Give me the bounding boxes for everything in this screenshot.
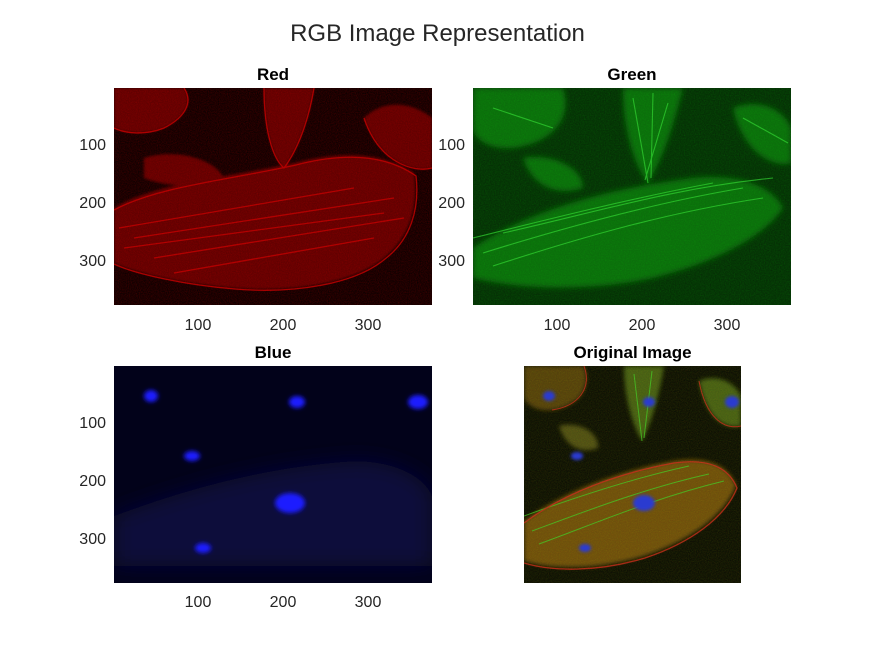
red-channel-image xyxy=(114,88,432,305)
blue-x-tick: 100 xyxy=(184,594,212,611)
original-composite-image xyxy=(524,366,741,583)
blue-x-tick: 200 xyxy=(269,594,297,611)
red-x-tick: 200 xyxy=(269,317,297,334)
blue-y-tick: 300 xyxy=(79,531,106,548)
red-y-tick: 300 xyxy=(79,253,106,270)
blue-x-tick: 300 xyxy=(354,594,382,611)
green-y-tick: 300 xyxy=(438,253,465,270)
red-y-tick: 200 xyxy=(79,195,106,212)
red-x-tick: 100 xyxy=(184,317,212,334)
green-panel-title: Green xyxy=(607,65,657,84)
green-x-tick: 300 xyxy=(713,317,741,334)
figure-title: RGB Image Representation xyxy=(290,20,585,47)
green-y-tick: 100 xyxy=(438,137,465,154)
red-y-tick: 100 xyxy=(79,137,106,154)
blue-panel-title: Blue xyxy=(254,343,292,362)
green-x-tick: 200 xyxy=(628,317,656,334)
blue-y-tick: 100 xyxy=(79,415,106,432)
green-channel-image xyxy=(473,88,791,305)
blue-y-tick: 200 xyxy=(79,473,106,490)
original-panel-title: Original Image xyxy=(573,343,692,362)
green-y-tick: 200 xyxy=(438,195,465,212)
green-x-tick: 100 xyxy=(543,317,571,334)
blue-channel-image xyxy=(114,366,432,583)
red-x-tick: 300 xyxy=(354,317,382,334)
red-panel-title: Red xyxy=(256,65,290,84)
